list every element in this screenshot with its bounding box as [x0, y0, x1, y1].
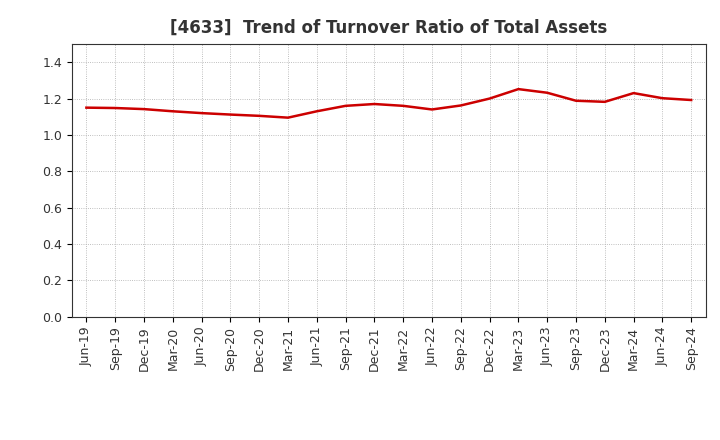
- Title: [4633]  Trend of Turnover Ratio of Total Assets: [4633] Trend of Turnover Ratio of Total …: [170, 19, 608, 37]
